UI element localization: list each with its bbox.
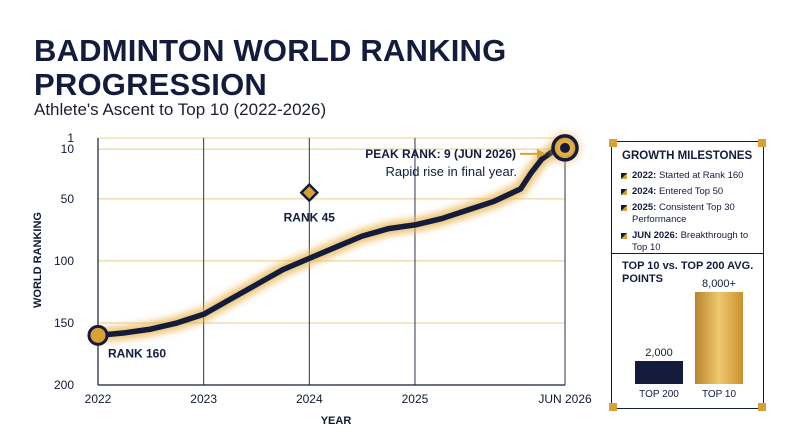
bullet-icon xyxy=(621,173,627,179)
side-panel: GROWTH MILESTONES 2022: Started at Rank … xyxy=(609,139,766,411)
y-tick-label: 150 xyxy=(54,316,74,330)
peak-arrow-head xyxy=(537,148,546,159)
bullet-icon xyxy=(621,205,627,211)
x-tick-label: 2024 xyxy=(296,392,323,406)
x-tick-label: 2022 xyxy=(85,392,112,406)
markers: RANK 160 RANK 45 PEAK RANK: 9 (JUN 2026) Ra… xyxy=(87,131,581,360)
annotation-rank-160: RANK 160 xyxy=(108,346,166,360)
diamond-marker xyxy=(299,182,320,203)
bullet-icon xyxy=(621,233,627,239)
milestone-date: 2025: xyxy=(632,202,657,213)
axes: 110 50 100 150 200 2022 2023 2024 2025 JUN 2026 xyxy=(54,131,592,406)
series-line-group xyxy=(91,140,572,343)
chart-subtitle: Athlete's Ascent to Top 10 (2022-2026) xyxy=(34,100,327,119)
series-line xyxy=(95,145,568,339)
points-chart-title: TOP 10 vs. TOP 200 AVG. POINTS xyxy=(622,260,754,285)
bar-value-label: 8,000+ xyxy=(702,278,736,290)
milestone-date: 2024: xyxy=(632,186,657,197)
milestones-title: GROWTH MILESTONES xyxy=(622,150,753,162)
start-point-marker xyxy=(87,324,109,346)
x-tick-label: JUN 2026 xyxy=(538,392,592,406)
annotation-peak-rank: PEAK RANK: 9 (JUN 2026) xyxy=(365,147,516,161)
x-tick-label: 2025 xyxy=(402,392,429,406)
peak-point-core xyxy=(560,142,570,153)
x-axis-title: YEAR xyxy=(321,415,352,427)
milestone-item: JUN 2026: Breakthrough to Top 10 xyxy=(621,230,761,254)
bullet-icon xyxy=(621,189,627,195)
annotation-rank-45: RANK 45 xyxy=(284,211,336,225)
milestone-item: 2022: Started at Rank 160 xyxy=(621,170,761,182)
milestone-date: 2022: xyxy=(632,170,657,181)
bar-top10 xyxy=(695,292,743,384)
milestone-text: Entered Top 50 xyxy=(658,186,724,197)
y-axis-title: WORLD RANKING xyxy=(32,212,44,308)
x-tick-label: 2023 xyxy=(190,392,217,406)
y-tick-label: 100 xyxy=(54,254,74,268)
corner-accent xyxy=(758,403,766,411)
milestone-text: Started at Rank 160 xyxy=(658,170,744,181)
annotation-peak-note: Rapid rise in final year. xyxy=(385,164,517,179)
y-tick-label: 50 xyxy=(61,192,75,206)
milestone-item: 2024: Entered Top 50 xyxy=(621,186,761,198)
bar-category-label: TOP 200 xyxy=(639,389,679,400)
y-tick-label: 10 xyxy=(61,142,75,156)
milestone-text: Consistent Top 30 Performance xyxy=(632,202,735,225)
corner-accent xyxy=(758,139,766,147)
corner-accent xyxy=(609,403,617,411)
milestones-list: 2022: Started at Rank 160 2024: Entered … xyxy=(621,170,761,258)
chart-title: BADMINTON WORLD RANKING PROGRESSION xyxy=(34,33,507,102)
milestone-item: 2025: Consistent Top 30 Performance xyxy=(621,202,761,226)
milestone-text: Breakthrough to Top 10 xyxy=(632,230,749,253)
y-tick-label: 1 xyxy=(67,131,74,145)
y-tick-label: 200 xyxy=(54,378,74,392)
bar-category-label: TOP 10 xyxy=(701,389,737,400)
corner-accent xyxy=(609,139,617,147)
bar-value-label: 2,000 xyxy=(645,347,673,359)
panel-divider xyxy=(612,253,763,254)
milestone-date: JUN 2026: xyxy=(632,230,678,241)
bar-top200 xyxy=(635,361,683,384)
